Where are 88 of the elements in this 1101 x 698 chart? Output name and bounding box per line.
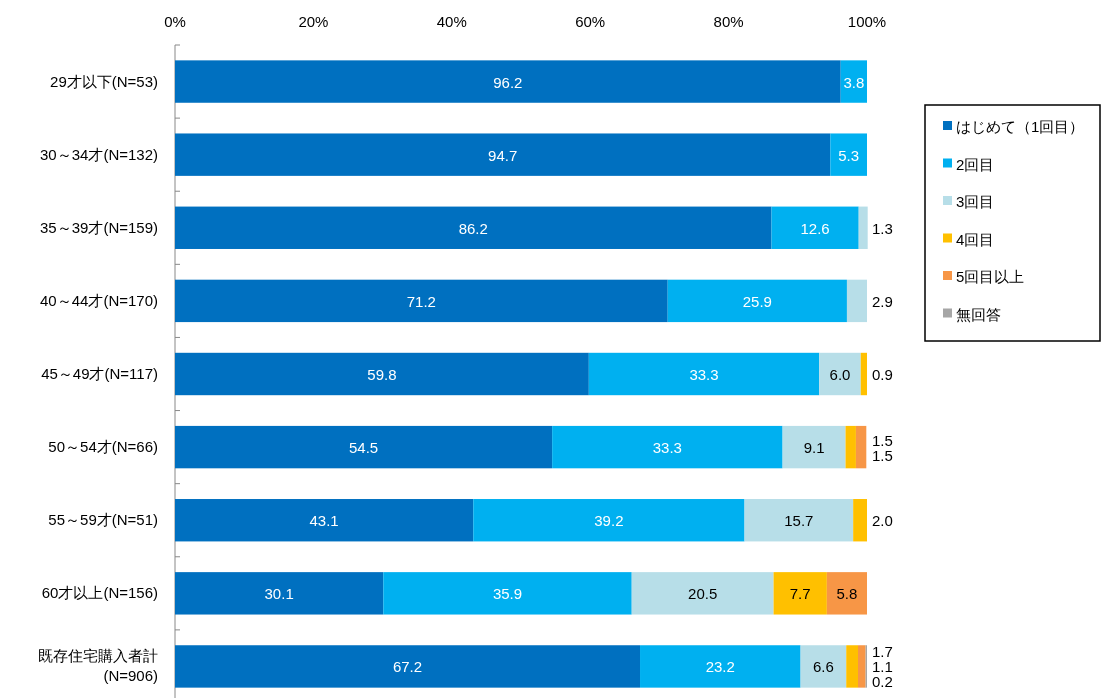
bar [175,645,641,688]
legend-label: はじめて（1回目） [956,118,1085,135]
bar [175,133,831,176]
bar [175,572,384,615]
bar [830,133,867,176]
data-label: 33.3 [652,439,682,457]
data-label: 35.9 [492,585,523,603]
data-label: 43.1 [309,512,339,530]
bar [383,572,632,615]
data-label: 20.5 [688,585,718,603]
data-label: 15.7 [784,512,814,530]
bar [846,645,858,688]
bar [819,352,861,396]
bar [853,499,867,542]
data-label: 6.6 [812,658,834,676]
y-tick-label: 既存住宅購入者計 (N=906) [38,647,158,685]
data-label: 96.2 [493,73,523,91]
data-label: 86.2 [458,219,488,237]
bar [858,206,868,249]
bar [175,499,474,542]
x-tick-label: 80% [713,13,744,30]
data-label: 2.9 [872,292,893,310]
legend-label: 無回答 [956,305,1001,323]
bar [840,60,867,103]
data-label: 1.5 [872,431,893,449]
y-tick-label: 29才以下(N=53) [50,72,158,90]
legend-label: 2回目 [956,155,995,173]
data-label: 0.9 [872,366,893,383]
x-tick-label: 0% [164,13,186,30]
bar [175,352,589,396]
bar [175,279,668,323]
bar [667,279,847,323]
bar [175,425,553,469]
bar [552,425,783,469]
data-label: 94.7 [488,146,518,164]
data-label: 1.3 [872,219,893,237]
y-tick-label: 30～34才(N=132) [40,145,158,163]
data-label: 33.3 [689,366,719,383]
data-label: 6.0 [829,366,851,383]
bar [744,499,854,542]
data-label: 12.6 [800,219,830,237]
data-label: 67.2 [392,658,423,676]
data-label: 39.2 [594,512,624,530]
bar [771,206,859,249]
legend-label: 4回目 [956,230,995,248]
x-tick-label: 20% [298,13,329,30]
data-label: 5.3 [838,146,860,164]
bar [773,572,827,615]
data-label: 1.1 [872,658,893,676]
bar [631,572,774,615]
data-label: 1.5 [872,446,893,464]
bar [175,60,841,103]
data-label: 25.9 [742,292,772,310]
data-label: 23.2 [705,658,735,676]
data-label: 1.7 [872,643,893,661]
bar [473,499,745,542]
data-label: 54.5 [348,439,379,457]
data-label: 71.2 [406,292,436,310]
bar [640,645,801,688]
data-label: 5.8 [836,585,858,603]
y-tick-label: 55～59才(N=51) [48,511,158,529]
y-tick-label: 45～49才(N=117) [41,365,158,382]
bar [800,645,847,688]
x-tick-label: 100% [847,13,887,30]
bar [846,279,867,323]
bar [855,425,867,469]
y-tick-label: 35～39才(N=159) [40,218,158,236]
data-label: 3.8 [843,73,865,91]
x-tick-label: 60% [575,13,606,30]
x-tick-label: 40% [436,13,467,30]
data-label: 9.1 [803,439,825,457]
bar [782,425,846,469]
bar [860,352,867,396]
y-tick-label: 60才以上(N=156) [41,584,158,602]
data-label: 30.1 [264,585,294,603]
data-label: 2.0 [872,512,893,530]
bar [588,352,820,396]
data-label: 0.2 [872,673,893,691]
bar [858,645,866,688]
data-label: 7.7 [789,585,811,603]
bar [175,206,772,249]
legend-label: 3回目 [956,193,995,210]
bar [845,425,856,469]
data-label: 59.8 [367,366,397,383]
y-tick-label: 40～44才(N=170) [40,291,158,309]
y-tick-label: 50～54才(N=66) [48,438,158,456]
legend-label: 5回目以上 [956,268,1025,285]
bar [826,572,867,615]
